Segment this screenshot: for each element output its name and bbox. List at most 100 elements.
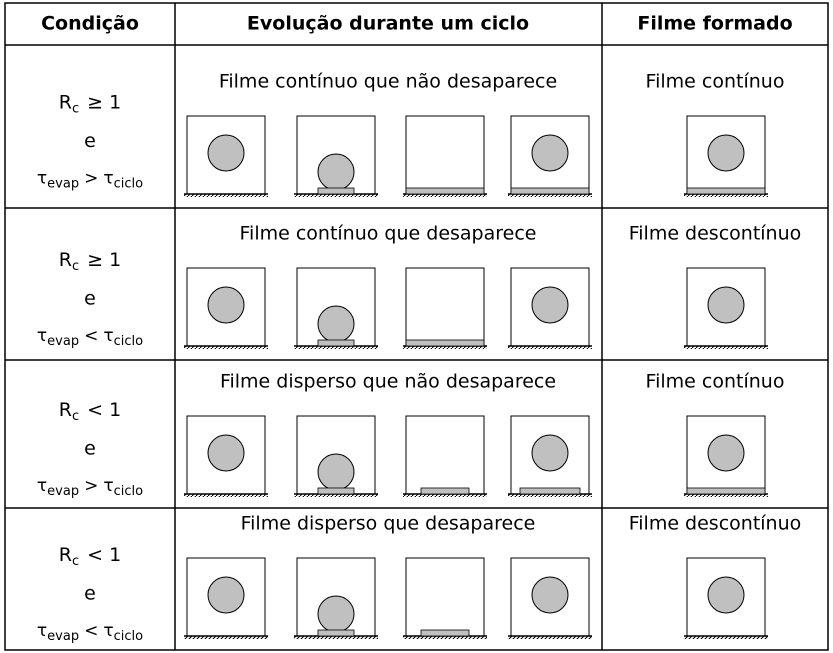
ground-hatch xyxy=(684,636,768,639)
condition-line: Rc < 1 xyxy=(59,399,121,424)
film xyxy=(317,187,355,195)
conjunction: e xyxy=(84,583,96,605)
film xyxy=(510,187,590,195)
ground-hatch xyxy=(184,636,268,639)
film-title: Filme descontínuo xyxy=(629,223,802,245)
film xyxy=(420,629,470,637)
droplet xyxy=(531,286,569,324)
cell-box xyxy=(405,267,485,347)
droplet xyxy=(207,134,245,172)
evolution-title: Filme contínuo que desaparece xyxy=(240,223,537,245)
condition-line: Rc ≥ 1 xyxy=(59,91,121,116)
droplet xyxy=(531,134,569,172)
ground-hatch xyxy=(403,494,487,497)
droplet xyxy=(531,576,569,614)
ground-hatch xyxy=(403,636,487,639)
table-border xyxy=(4,2,829,651)
film xyxy=(686,487,766,495)
symbol: τ xyxy=(37,326,47,346)
film xyxy=(317,339,355,347)
ground-hatch xyxy=(684,494,768,497)
droplet xyxy=(317,453,355,491)
film xyxy=(317,629,355,637)
droplet xyxy=(317,595,355,633)
film-title: Filme descontínuo xyxy=(629,513,802,535)
film xyxy=(317,487,355,495)
droplet xyxy=(707,134,745,172)
relation: < 1 xyxy=(87,544,121,566)
droplet xyxy=(207,576,245,614)
relation: ≥ 1 xyxy=(87,91,121,113)
droplet xyxy=(317,153,355,191)
film xyxy=(405,339,485,347)
header-cell: Filme formado xyxy=(637,13,792,35)
comparison: > xyxy=(84,476,98,496)
droplet xyxy=(707,576,745,614)
subscript: c xyxy=(72,554,79,569)
relation: < 1 xyxy=(87,399,121,421)
symbol: R xyxy=(59,249,72,271)
ground-hatch xyxy=(294,346,378,349)
header-cell: Condição xyxy=(41,13,139,35)
symbol: τ xyxy=(37,169,47,189)
subscript: c xyxy=(72,409,79,424)
symbol: τ xyxy=(103,476,113,496)
droplet xyxy=(207,286,245,324)
droplet xyxy=(531,434,569,472)
cell-box xyxy=(405,557,485,637)
condition-line: τevap > τciclo xyxy=(37,169,143,192)
symbol: τ xyxy=(37,476,47,496)
conjunction: e xyxy=(84,288,96,310)
subscript: evap xyxy=(47,334,79,349)
subscript: c xyxy=(72,101,79,116)
ground-hatch xyxy=(184,194,268,197)
comparison: > xyxy=(84,169,98,189)
subscript: ciclo xyxy=(114,176,144,191)
film xyxy=(519,487,581,495)
subscript: evap xyxy=(47,484,79,499)
film-title: Filme contínuo xyxy=(646,371,785,393)
condition-line: τevap > τciclo xyxy=(37,476,143,499)
evolution-title: Filme disperso que não desaparece xyxy=(220,371,556,393)
film-title: Filme contínuo xyxy=(646,71,785,93)
condition-line: Rc < 1 xyxy=(59,544,121,569)
comparison: < xyxy=(84,621,98,641)
ground-hatch xyxy=(508,346,592,349)
ground-hatch xyxy=(684,346,768,349)
subscript: c xyxy=(72,259,79,274)
condition-line: τevap < τciclo xyxy=(37,326,143,349)
droplet xyxy=(207,434,245,472)
condition-line: τevap < τciclo xyxy=(37,621,143,644)
conjunction: e xyxy=(84,130,96,152)
ground-hatch xyxy=(184,494,268,497)
subscript: ciclo xyxy=(114,334,144,349)
conjunction: e xyxy=(84,438,96,460)
subscript: ciclo xyxy=(114,629,144,644)
ground-hatch xyxy=(684,194,768,197)
symbol: τ xyxy=(103,326,113,346)
ground-hatch xyxy=(403,346,487,349)
droplet xyxy=(707,434,745,472)
ground-hatch xyxy=(403,194,487,197)
symbol: R xyxy=(59,544,72,566)
comparison: < xyxy=(84,326,98,346)
droplet xyxy=(707,286,745,324)
relation: ≥ 1 xyxy=(87,249,121,271)
film xyxy=(686,187,766,195)
evolution-title: Filme contínuo que não desaparece xyxy=(219,71,557,93)
cell-box xyxy=(405,115,485,195)
ground-hatch xyxy=(184,346,268,349)
ground-hatch xyxy=(294,636,378,639)
ground-hatch xyxy=(294,194,378,197)
ground-hatch xyxy=(508,194,592,197)
condition-line: Rc ≥ 1 xyxy=(59,249,121,274)
symbol: R xyxy=(59,399,72,421)
film xyxy=(420,487,470,495)
droplet xyxy=(317,305,355,343)
ground-hatch xyxy=(294,494,378,497)
ground-hatch xyxy=(508,494,592,497)
cell-box xyxy=(405,415,485,495)
subscript: ciclo xyxy=(114,484,144,499)
